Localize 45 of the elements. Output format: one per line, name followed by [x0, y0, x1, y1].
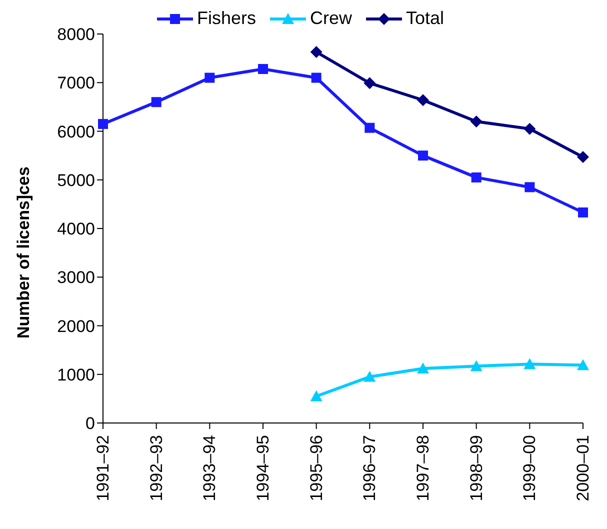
- x-tick-label: 1993–94: [200, 435, 220, 502]
- y-tick-label: 1000: [57, 365, 95, 384]
- point: [98, 118, 108, 129]
- y-tick-label: 6000: [57, 122, 95, 142]
- x-tick-label: 1991–92: [94, 435, 112, 502]
- point: [578, 207, 588, 218]
- point: [524, 122, 536, 135]
- point: [364, 370, 376, 382]
- point: [258, 64, 268, 74]
- x-tick-label: 1995–96: [306, 435, 326, 502]
- legend-label: Crew: [308, 8, 352, 29]
- point: [310, 390, 322, 402]
- point: [417, 94, 429, 106]
- point: [577, 151, 589, 164]
- x-tick-label: 1997–98: [414, 435, 432, 502]
- point: [470, 360, 482, 372]
- point: [417, 362, 429, 374]
- y-tick-label: 7000: [57, 74, 95, 93]
- legend-label: Fishers: [196, 8, 256, 29]
- x-tick-label: 2000–01: [574, 435, 592, 502]
- point: [151, 97, 162, 108]
- x-tick-label: 1999–00: [520, 435, 540, 502]
- y-tick-label: 4000: [57, 220, 95, 239]
- point: [310, 46, 322, 58]
- y-tick-label: 5000: [57, 170, 95, 190]
- legend-label: Total: [405, 8, 444, 29]
- x-tick-label: 1992–93: [146, 435, 166, 502]
- point: [364, 122, 375, 133]
- point: [471, 172, 482, 182]
- point: [577, 359, 589, 370]
- y-tick-label: 0: [86, 414, 95, 434]
- point: [311, 72, 322, 83]
- y-axis-title: Number of licens]ces: [14, 166, 34, 338]
- x-tick-label: 1996–97: [360, 435, 380, 502]
- x-tick-label: 1998–99: [466, 435, 486, 502]
- point: [364, 77, 376, 90]
- point: [418, 150, 428, 161]
- point: [524, 358, 536, 370]
- y-tick-label: 8000: [57, 25, 95, 44]
- point: [524, 182, 535, 192]
- point: [204, 72, 215, 83]
- point: [470, 116, 482, 128]
- x-tick-label: 1994–95: [254, 435, 272, 502]
- y-tick-label: 2000: [57, 316, 95, 336]
- y-tick-label: 3000: [57, 268, 95, 288]
